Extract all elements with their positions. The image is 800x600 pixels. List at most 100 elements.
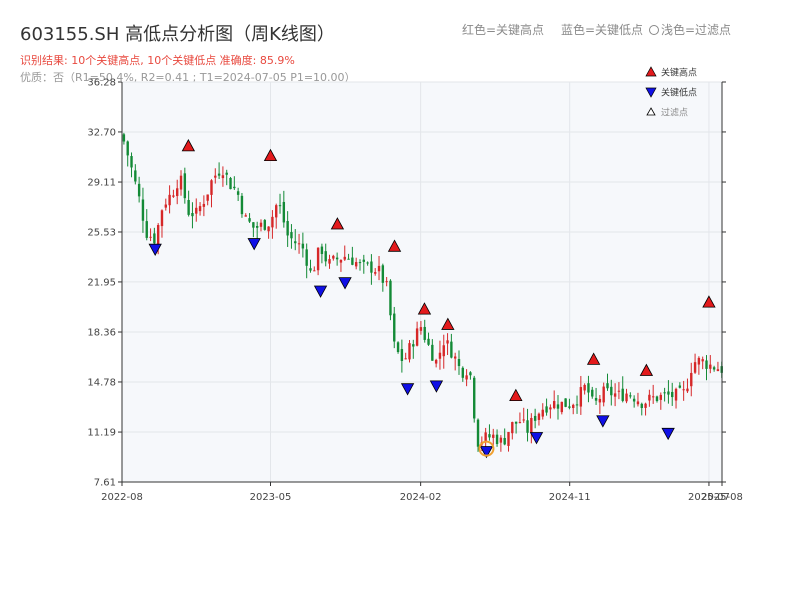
candle-150 [693, 353, 697, 374]
y-tick-label-3: 18.36 [87, 328, 116, 339]
candle-50 [313, 266, 316, 272]
candle-16 [183, 167, 187, 204]
candle-111 [545, 398, 548, 416]
marker-legend-label-0: 关键高点 [661, 67, 697, 79]
y-tick-label-2: 14.78 [87, 377, 116, 388]
candle-149 [690, 362, 693, 397]
candle-90 [465, 369, 468, 387]
key-high-marker-8 [639, 363, 654, 376]
candle-1 [126, 140, 129, 167]
candle-56 [335, 252, 339, 266]
candle-40 [275, 203, 278, 229]
quality-summary: 优质：否（R1=50.4%, R2=0.41 ; T1=2024-07-05 P… [20, 71, 356, 84]
candle-4 [137, 176, 141, 203]
candle-125 [598, 395, 602, 415]
y-tick-label-4: 21.95 [87, 277, 116, 288]
candle-20 [198, 202, 202, 216]
key-low-marker-5 [429, 380, 444, 393]
candle-79 [423, 319, 426, 343]
candle-136 [640, 402, 643, 416]
candle-49 [309, 259, 312, 273]
y-tick-label-5: 25.53 [87, 227, 116, 238]
candle-32 [244, 213, 247, 217]
candle-141 [659, 392, 663, 410]
candle-68 [381, 263, 385, 292]
candle-3 [134, 164, 137, 185]
candle-8 [153, 227, 156, 247]
candle-28 [229, 176, 232, 190]
candle-11 [164, 198, 167, 211]
candle-139 [651, 384, 655, 404]
key-point-markers [148, 139, 716, 459]
candle-21 [202, 195, 206, 217]
candle-93 [476, 418, 480, 452]
candle-25 [217, 162, 221, 179]
candle-83 [438, 340, 442, 370]
candle-105 [522, 407, 525, 423]
candle-12 [168, 185, 171, 214]
candle-129 [613, 383, 617, 407]
result-summary: 识别结果: 10个关键高点, 10个关键低点 准确度: 85.9% [20, 54, 295, 67]
key-low-marker-0 [148, 243, 162, 257]
candle-124 [594, 387, 598, 405]
candle-0 [122, 132, 126, 145]
candle-5 [141, 187, 145, 233]
candle-60 [351, 246, 354, 266]
candle-99 [499, 435, 503, 452]
candle-145 [674, 387, 678, 409]
candle-116 [564, 398, 567, 408]
candle-29 [233, 176, 236, 190]
candle-113 [552, 390, 556, 410]
key-low-marker-4 [400, 383, 415, 396]
candle-114 [556, 395, 560, 420]
candle-133 [629, 392, 632, 399]
candle-54 [328, 254, 331, 269]
candle-23 [210, 179, 213, 208]
candle-156 [716, 361, 720, 372]
candle-66 [374, 268, 377, 276]
candle-103 [514, 421, 518, 434]
y-tick-label-7: 32.70 [87, 127, 116, 138]
x-tick-label-1: 2023-05 [250, 492, 292, 503]
candle-98 [495, 429, 499, 447]
candle-27 [225, 169, 228, 186]
key-high-marker-2 [330, 217, 345, 230]
candle-55 [332, 254, 335, 261]
candle-61 [354, 257, 358, 270]
candle-127 [606, 373, 609, 391]
marker-legend-label-1: 关键低点 [661, 87, 697, 99]
candle-112 [549, 404, 552, 419]
marker-legend-item-2: 过滤点 [646, 107, 688, 119]
legend-light-label: 浅色=过滤点 [649, 21, 731, 38]
candle-48 [305, 243, 308, 279]
candle-86 [450, 333, 453, 359]
marker-legend-item-0: 关键高点 [645, 66, 697, 79]
candle-88 [457, 350, 461, 375]
key-low-marker-9 [661, 427, 675, 441]
candle-144 [671, 382, 674, 406]
candle-104 [518, 412, 522, 424]
candle-77 [415, 321, 419, 347]
candle-131 [621, 376, 624, 403]
candle-58 [343, 245, 346, 261]
candle-137 [644, 402, 647, 416]
candle-134 [632, 395, 636, 408]
candle-119 [575, 395, 579, 414]
candle-10 [160, 209, 164, 238]
candle-14 [176, 179, 179, 205]
marker-legend-label-2: 过滤点 [661, 107, 688, 119]
axes: 7.61 11.19 14.78 18.36 21.95 25.53 29.11 32.70 3… [87, 78, 743, 504]
candle-59 [347, 253, 350, 260]
candle-35 [255, 221, 259, 240]
x-tick-label-4: 2025-07 [688, 492, 730, 503]
candle-115 [560, 401, 564, 415]
y-tick-label-0: 7.61 [94, 478, 116, 489]
candle-130 [617, 382, 621, 400]
key-high-marker-3 [387, 239, 402, 252]
candle-22 [206, 194, 209, 206]
key-low-marker-3 [338, 277, 352, 290]
key-high-marker-4 [417, 302, 432, 315]
candle-85 [446, 333, 449, 355]
legend-light-text: 浅色=过滤点 [661, 23, 732, 37]
